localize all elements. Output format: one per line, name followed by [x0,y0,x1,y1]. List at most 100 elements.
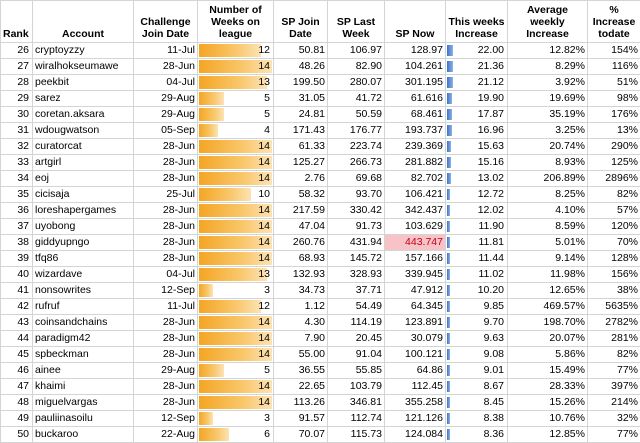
rank-cell[interactable]: 42 [1,299,33,315]
pct-increase-cell[interactable]: 156% [588,267,640,283]
sp-join-cell[interactable]: 24.81 [274,107,328,123]
sp-last-cell[interactable]: 114.19 [328,315,385,331]
rank-cell[interactable]: 47 [1,379,33,395]
weeks-cell[interactable]: 6 [198,427,274,443]
weeks-cell[interactable]: 10 [198,187,274,203]
pct-increase-cell[interactable]: 5635% [588,299,640,315]
pct-increase-cell[interactable]: 120% [588,219,640,235]
sp-last-cell[interactable]: 346.81 [328,395,385,411]
pct-increase-cell[interactable]: 290% [588,139,640,155]
sp-now-cell[interactable]: 355.258 [385,395,446,411]
average-increase-cell[interactable]: 198.70% [508,315,588,331]
average-increase-cell[interactable]: 8.59% [508,219,588,235]
average-increase-cell[interactable]: 12.85% [508,427,588,443]
pct-increase-cell[interactable]: 77% [588,427,640,443]
sp-last-cell[interactable]: 431.94 [328,235,385,251]
weekly-increase-cell[interactable]: 17.87 [446,107,508,123]
sp-now-cell[interactable]: 82.702 [385,171,446,187]
rank-cell[interactable]: 41 [1,283,33,299]
pct-increase-cell[interactable]: 116% [588,59,640,75]
weeks-cell[interactable]: 14 [198,251,274,267]
join-date-cell[interactable]: 28-Jun [134,315,198,331]
average-increase-cell[interactable]: 20.74% [508,139,588,155]
sp-last-cell[interactable]: 50.59 [328,107,385,123]
sp-now-cell[interactable]: 281.882 [385,155,446,171]
rank-cell[interactable]: 31 [1,123,33,139]
join-date-cell[interactable]: 28-Jun [134,235,198,251]
join-date-cell[interactable]: 11-Jul [134,43,198,59]
weekly-increase-cell[interactable]: 10.20 [446,283,508,299]
sp-last-cell[interactable]: 330.42 [328,203,385,219]
rank-cell[interactable]: 43 [1,315,33,331]
average-increase-cell[interactable]: 8.25% [508,187,588,203]
join-date-cell[interactable]: 29-Aug [134,363,198,379]
average-increase-cell[interactable]: 3.92% [508,75,588,91]
sp-last-cell[interactable]: 266.73 [328,155,385,171]
sp-join-cell[interactable]: 113.26 [274,395,328,411]
account-cell[interactable]: artgirl [33,155,134,171]
join-date-cell[interactable]: 28-Jun [134,347,198,363]
weekly-increase-cell[interactable]: 11.90 [446,219,508,235]
sp-last-cell[interactable]: 91.04 [328,347,385,363]
sp-join-cell[interactable]: 132.93 [274,267,328,283]
average-increase-cell[interactable]: 35.19% [508,107,588,123]
weekly-increase-cell[interactable]: 9.70 [446,315,508,331]
sp-now-cell[interactable]: 103.629 [385,219,446,235]
sp-now-cell[interactable]: 239.369 [385,139,446,155]
sp-join-cell[interactable]: 55.00 [274,347,328,363]
account-cell[interactable]: spbeckman [33,347,134,363]
pct-increase-cell[interactable]: 82% [588,187,640,203]
sp-now-cell[interactable]: 112.45 [385,379,446,395]
pct-increase-cell[interactable]: 176% [588,107,640,123]
pct-increase-cell[interactable]: 214% [588,395,640,411]
sp-last-cell[interactable]: 106.97 [328,43,385,59]
weekly-increase-cell[interactable]: 21.36 [446,59,508,75]
rank-cell[interactable]: 34 [1,171,33,187]
weekly-increase-cell[interactable]: 15.16 [446,155,508,171]
average-increase-cell[interactable]: 9.14% [508,251,588,267]
sp-now-cell[interactable]: 339.945 [385,267,446,283]
sp-now-cell[interactable]: 100.121 [385,347,446,363]
sp-last-cell[interactable]: 37.71 [328,283,385,299]
sp-now-cell[interactable]: 128.97 [385,43,446,59]
weekly-increase-cell[interactable]: 11.02 [446,267,508,283]
sp-last-cell[interactable]: 54.49 [328,299,385,315]
weeks-cell[interactable]: 5 [198,363,274,379]
account-cell[interactable]: cryptoyzzy [33,43,134,59]
average-increase-cell[interactable]: 12.65% [508,283,588,299]
rank-cell[interactable]: 32 [1,139,33,155]
average-increase-cell[interactable]: 12.82% [508,43,588,59]
sp-last-cell[interactable]: 20.45 [328,331,385,347]
sp-now-cell[interactable]: 342.437 [385,203,446,219]
account-cell[interactable]: nonsowrites [33,283,134,299]
sp-join-cell[interactable]: 7.90 [274,331,328,347]
sp-join-cell[interactable]: 260.76 [274,235,328,251]
weeks-cell[interactable]: 14 [198,379,274,395]
sp-last-cell[interactable]: 223.74 [328,139,385,155]
sp-now-cell[interactable]: 157.166 [385,251,446,267]
pct-increase-cell[interactable]: 2896% [588,171,640,187]
rank-cell[interactable]: 28 [1,75,33,91]
weekly-increase-cell[interactable]: 9.63 [446,331,508,347]
account-cell[interactable]: eoj [33,171,134,187]
weekly-increase-cell[interactable]: 22.00 [446,43,508,59]
account-cell[interactable]: loreshapergames [33,203,134,219]
pct-increase-cell[interactable]: 128% [588,251,640,267]
account-cell[interactable]: tfq86 [33,251,134,267]
sp-now-cell[interactable]: 443.747 [385,235,446,251]
account-cell[interactable]: paradigm42 [33,331,134,347]
rank-cell[interactable]: 37 [1,219,33,235]
sp-last-cell[interactable]: 112.74 [328,411,385,427]
join-date-cell[interactable]: 28-Jun [134,219,198,235]
average-increase-cell[interactable]: 10.76% [508,411,588,427]
sp-join-cell[interactable]: 70.07 [274,427,328,443]
weeks-cell[interactable]: 14 [198,347,274,363]
sp-join-cell[interactable]: 48.26 [274,59,328,75]
sp-join-cell[interactable]: 217.59 [274,203,328,219]
sp-join-cell[interactable]: 199.50 [274,75,328,91]
weeks-cell[interactable]: 14 [198,235,274,251]
sp-last-cell[interactable]: 82.90 [328,59,385,75]
sp-now-cell[interactable]: 47.912 [385,283,446,299]
sp-now-cell[interactable]: 193.737 [385,123,446,139]
sp-now-cell[interactable]: 64.345 [385,299,446,315]
